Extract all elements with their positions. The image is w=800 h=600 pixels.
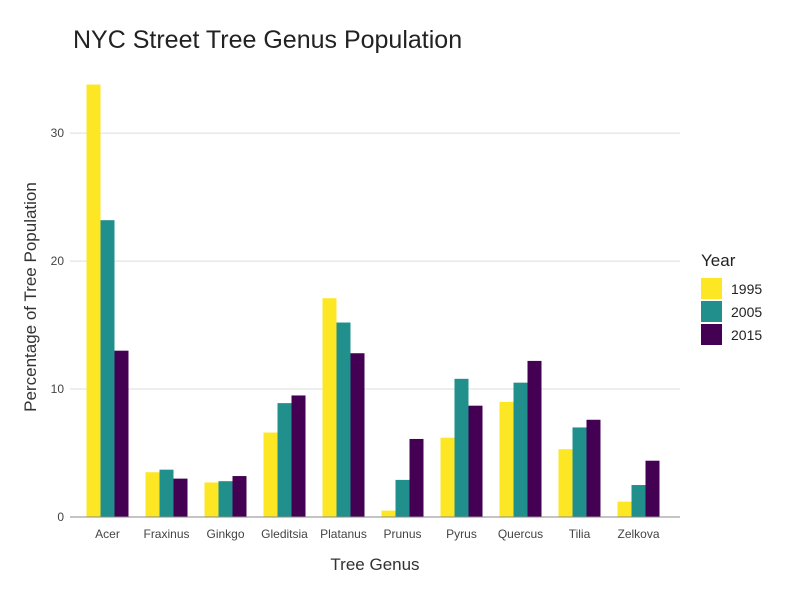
legend-swatch-1995 [701, 278, 722, 299]
bar-fraxinus-1995 [145, 472, 160, 517]
bars [86, 84, 660, 518]
bar-tilia-1995 [558, 449, 573, 517]
bar-quercus-1995 [499, 401, 514, 517]
x-tick-label: Ginkgo [206, 527, 244, 541]
bar-quercus-2015 [527, 360, 542, 517]
chart-title: NYC Street Tree Genus Population [73, 26, 462, 54]
bar-tilia-2015 [586, 419, 601, 517]
x-tick-label: Platanus [320, 527, 367, 541]
y-tick-label: 0 [57, 510, 64, 524]
x-axis-ticks: Acer Fraxinus Ginkgo Gleditsia Platanus Prunu… [95, 527, 660, 541]
legend-swatch-2005 [701, 301, 722, 322]
bar-quercus-2005 [513, 382, 528, 517]
x-tick-label: Fraxinus [143, 527, 189, 541]
gridlines [70, 132, 680, 390]
x-tick-label: Acer [95, 527, 120, 541]
legend-label-2005: 2005 [731, 304, 762, 320]
bar-fraxinus-2005 [159, 469, 174, 517]
bar-zelkova-2015 [645, 460, 660, 517]
bar-ginkgo-2005 [218, 481, 233, 517]
bar-zelkova-2005 [631, 485, 646, 517]
y-axis-ticks: 0 10 20 30 [51, 126, 65, 524]
x-tick-label: Zelkova [617, 527, 659, 541]
y-tick-label: 10 [51, 382, 65, 396]
bar-gleditsia-1995 [263, 432, 278, 517]
bar-acer-1995 [86, 84, 101, 517]
bar-platanus-2015 [350, 353, 365, 517]
bar-tilia-2005 [572, 427, 587, 517]
bar-gleditsia-2015 [291, 395, 306, 517]
x-axis-title: Tree Genus [330, 555, 419, 574]
legend-swatch-2015 [701, 324, 722, 345]
bar-fraxinus-2015 [173, 478, 188, 517]
x-tick-label: Pyrus [446, 527, 477, 541]
legend-items: 1995 2005 2015 [701, 278, 762, 345]
y-tick-label: 20 [51, 254, 65, 268]
bar-gleditsia-2005 [277, 403, 292, 517]
bar-pyrus-2005 [454, 378, 469, 517]
legend-title: Year [701, 251, 736, 270]
bar-zelkova-1995 [617, 501, 632, 517]
x-tick-label: Prunus [383, 527, 421, 541]
legend: Year 1995 2005 2015 [701, 251, 762, 345]
bar-platanus-2005 [336, 322, 351, 517]
bar-platanus-1995 [322, 298, 337, 517]
bar-pyrus-2015 [468, 405, 483, 517]
bar-pyrus-1995 [440, 437, 455, 517]
bar-ginkgo-1995 [204, 482, 219, 517]
legend-label-1995: 1995 [731, 281, 762, 297]
bar-prunus-2005 [395, 479, 410, 517]
y-tick-label: 30 [51, 126, 65, 140]
x-tick-label: Tilia [569, 527, 591, 541]
bar-ginkgo-2015 [232, 476, 247, 517]
y-axis-title: Percentage of Tree Population [21, 182, 40, 412]
legend-label-2015: 2015 [731, 327, 762, 343]
bar-acer-2005 [100, 220, 115, 518]
x-tick-label: Quercus [498, 527, 543, 541]
bar-prunus-2015 [409, 438, 424, 517]
bar-acer-2015 [114, 350, 129, 517]
bar-prunus-1995 [381, 510, 396, 517]
x-tick-label: Gleditsia [261, 527, 308, 541]
